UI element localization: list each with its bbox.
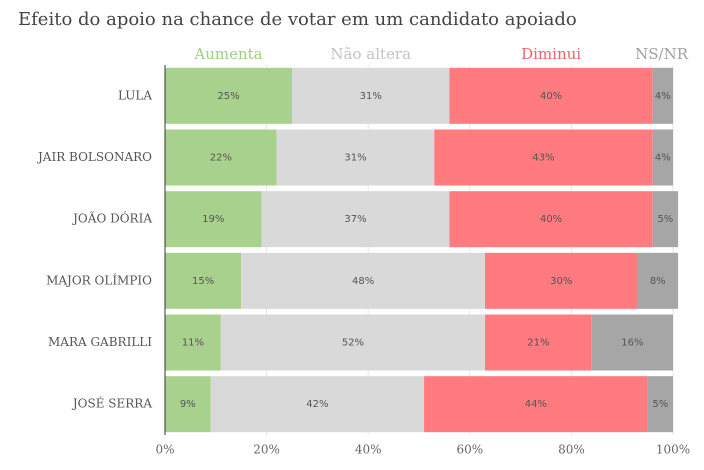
bar-segment (652, 67, 673, 124)
bar-segment (165, 67, 292, 124)
value-label: 19% (202, 214, 224, 225)
bar-segment (424, 376, 648, 433)
bar-segment (165, 252, 242, 309)
value-label: 37% (344, 214, 366, 225)
bar-segment (652, 129, 673, 186)
category-label: JAIR BOLSONARO (36, 150, 152, 164)
value-label: 43% (532, 153, 554, 164)
value-label: 42% (306, 399, 328, 410)
category-label: LULA (118, 88, 152, 102)
category-label: JOÃO DÓRIA (71, 210, 152, 226)
bar-segment (434, 129, 653, 186)
legend-label: NS/NR (635, 45, 689, 63)
bar-segment (637, 252, 679, 309)
legend-label: Não altera (330, 45, 411, 63)
value-label: 40% (540, 91, 562, 102)
x-tick-label: 40% (355, 443, 382, 457)
bar-segment (652, 191, 679, 248)
category-label: JOSÉ SERRA (71, 396, 152, 411)
x-tick-label: 100% (656, 443, 690, 457)
value-label: 44% (525, 399, 547, 410)
bar-segment (276, 129, 435, 186)
value-label: 5% (652, 399, 668, 410)
legend-label: Diminui (521, 45, 581, 63)
value-label: 52% (342, 338, 364, 349)
value-label: 31% (344, 153, 366, 164)
value-label: 40% (540, 214, 562, 225)
category-label: MARA GABRILLI (48, 335, 152, 349)
value-label: 22% (210, 153, 232, 164)
bar-segment (165, 191, 262, 248)
legend-label: Aumenta (193, 45, 262, 63)
bar-segment (241, 252, 486, 309)
bar-segment (165, 129, 277, 186)
value-label: 8% (650, 276, 666, 287)
value-label: 11% (182, 338, 204, 349)
bar-segment (449, 67, 653, 124)
value-label: 9% (180, 399, 196, 410)
value-label: 4% (655, 91, 671, 102)
bar-segment (210, 376, 425, 433)
x-tick-label: 80% (558, 443, 585, 457)
value-label: 48% (352, 276, 374, 287)
value-label: 4% (655, 153, 671, 164)
bar-segment (485, 252, 638, 309)
category-label: MAJOR OLÍMPIO (46, 272, 152, 287)
bar-segment (292, 67, 450, 124)
value-label: 16% (621, 338, 643, 349)
bar-segment (449, 191, 653, 248)
value-label: 25% (217, 91, 239, 102)
bar-segment (165, 376, 211, 433)
chart-title: Efeito do apoio na chance de votar em um… (18, 9, 577, 30)
bar-segment (591, 314, 673, 371)
bar-segment (647, 376, 673, 433)
bar-segment (165, 314, 221, 371)
x-tick-label: 0% (155, 443, 174, 457)
value-label: 30% (550, 276, 572, 287)
value-label: 15% (192, 276, 214, 287)
value-label: 31% (360, 91, 382, 102)
value-label: 5% (657, 214, 673, 225)
x-tick-label: 60% (456, 443, 483, 457)
bar-segment (261, 191, 450, 248)
bar-segment (220, 314, 486, 371)
bar-segment (485, 314, 592, 371)
x-tick-label: 20% (253, 443, 280, 457)
value-label: 21% (527, 338, 549, 349)
